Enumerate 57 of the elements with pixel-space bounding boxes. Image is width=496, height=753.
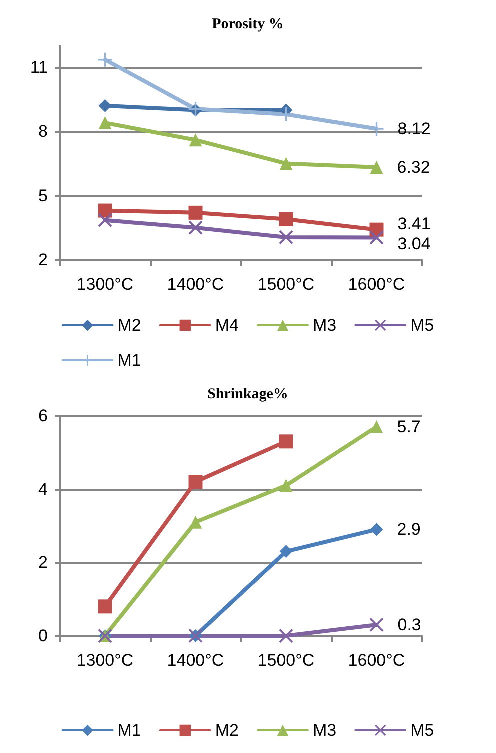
point <box>279 629 294 643</box>
point <box>188 206 203 220</box>
x-tick-label: 1500°C <box>258 275 315 294</box>
point <box>370 523 384 536</box>
point <box>279 230 294 245</box>
data-label: 0.3 <box>398 616 422 634</box>
y-tick-label: 2 <box>38 553 48 572</box>
x-tick-label: 1400°C <box>167 275 224 294</box>
legend-label: M3 <box>313 316 337 335</box>
y-tick-label: 2 <box>38 250 48 270</box>
point <box>98 52 112 67</box>
point <box>189 516 202 529</box>
point <box>370 161 384 174</box>
point <box>279 434 294 449</box>
y-tick-label: 8 <box>38 122 48 142</box>
point <box>279 212 294 226</box>
y-tick-label: 4 <box>38 480 48 499</box>
legend-label: M5 <box>410 721 434 740</box>
data-label: 8.12 <box>398 120 431 139</box>
x-tick-label: 1500°C <box>258 651 315 670</box>
data-label: 5.7 <box>397 418 421 436</box>
legend-label: M1 <box>118 351 142 370</box>
x-tick-label: 1600°C <box>348 651 406 670</box>
legend-label: M5 <box>410 316 434 335</box>
x-tick-label: 1600°C <box>348 275 406 294</box>
legend-label: M2 <box>118 316 142 335</box>
point <box>370 122 384 136</box>
point <box>189 134 202 147</box>
point <box>280 479 293 492</box>
point <box>280 545 293 558</box>
point <box>188 475 203 489</box>
y-tick-label: 5 <box>38 186 48 206</box>
chart-title: Shrinkage% <box>208 386 288 402</box>
data-label: 3.04 <box>398 234 431 254</box>
legend-label: M3 <box>313 721 337 740</box>
point <box>370 618 384 632</box>
legend-label: M1 <box>118 721 142 740</box>
point <box>98 600 112 614</box>
point <box>370 420 384 434</box>
data-label: 6.32 <box>397 158 430 178</box>
point <box>370 230 384 245</box>
x-tick-label: 1400°C <box>167 651 224 670</box>
x-tick-label: 1300°C <box>76 275 134 294</box>
point <box>280 157 293 170</box>
x-tick-label: 1300°C <box>76 651 134 670</box>
y-tick-label: 6 <box>38 406 48 426</box>
point <box>98 99 112 112</box>
point <box>98 213 112 228</box>
point <box>98 116 112 130</box>
legend-label: M2 <box>215 721 240 740</box>
point <box>188 220 203 235</box>
y-tick-label: 11 <box>30 58 48 77</box>
legend-label: M4 <box>215 316 240 335</box>
y-tick-label: 0 <box>38 626 48 646</box>
data-label: 2.9 <box>397 520 421 540</box>
data-label: 3.41 <box>398 214 431 234</box>
chart-title: Porosity % <box>212 16 284 32</box>
